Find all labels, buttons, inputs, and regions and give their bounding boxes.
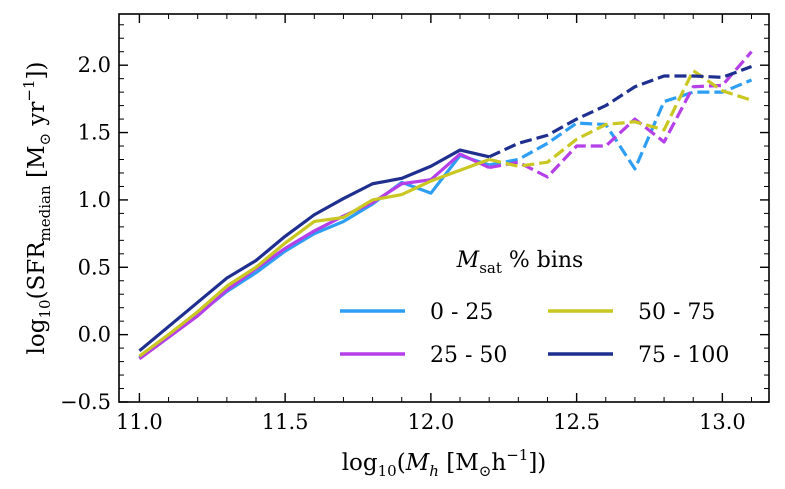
legend-title: Msat % bins bbox=[456, 248, 584, 277]
y-tick-label: 0.5 bbox=[78, 255, 111, 279]
x-tick-label: 12.0 bbox=[408, 410, 455, 434]
y-tick-label: 1.5 bbox=[78, 121, 111, 145]
series-line-dashed-0-25 bbox=[488, 78, 753, 171]
ticks-layer: 11.0 11.5 12.0 12.5 13.0 −0.5 0.0 0.5 1.0 1.5 2.0 bbox=[60, 14, 769, 434]
x-tick-label: 13.0 bbox=[699, 410, 746, 434]
x-tick-label: 11.0 bbox=[116, 410, 163, 434]
legend-label-50-75: 50 - 75 bbox=[638, 300, 715, 325]
legend-label-25-50: 25 - 50 bbox=[430, 343, 507, 368]
x-tick-label: 11.5 bbox=[262, 410, 309, 434]
plot-frame bbox=[118, 13, 770, 403]
y-tick-label: −0.5 bbox=[60, 390, 111, 414]
y-tick-label: 1.0 bbox=[78, 188, 111, 212]
x-tick-label: 12.5 bbox=[553, 410, 600, 434]
series-line-solid-75-100 bbox=[138, 148, 490, 353]
series-line-dashed-50-75 bbox=[488, 68, 753, 168]
y-tick-label: 0.0 bbox=[78, 323, 111, 347]
series-line-dashed-75-100 bbox=[488, 65, 753, 159]
y-tick-label: 2.0 bbox=[78, 53, 111, 77]
x-axis-label: log10(Mh [M⊙h−1]) bbox=[342, 446, 547, 480]
y-axis-label: log10(SFRmedian [M⊙ yr−1]) bbox=[20, 62, 54, 355]
series-line-solid-50-75 bbox=[138, 157, 490, 358]
legend-label-0-25: 0 - 25 bbox=[430, 300, 493, 325]
legend-label-75-100: 75 - 100 bbox=[638, 343, 729, 368]
series-line-solid-0-25 bbox=[138, 153, 490, 359]
legend: Msat % bins 0 - 25 25 - 50 50 - 75 75 - … bbox=[340, 248, 729, 368]
series-line-dashed-25-50 bbox=[488, 50, 753, 179]
series-layer bbox=[138, 50, 753, 361]
